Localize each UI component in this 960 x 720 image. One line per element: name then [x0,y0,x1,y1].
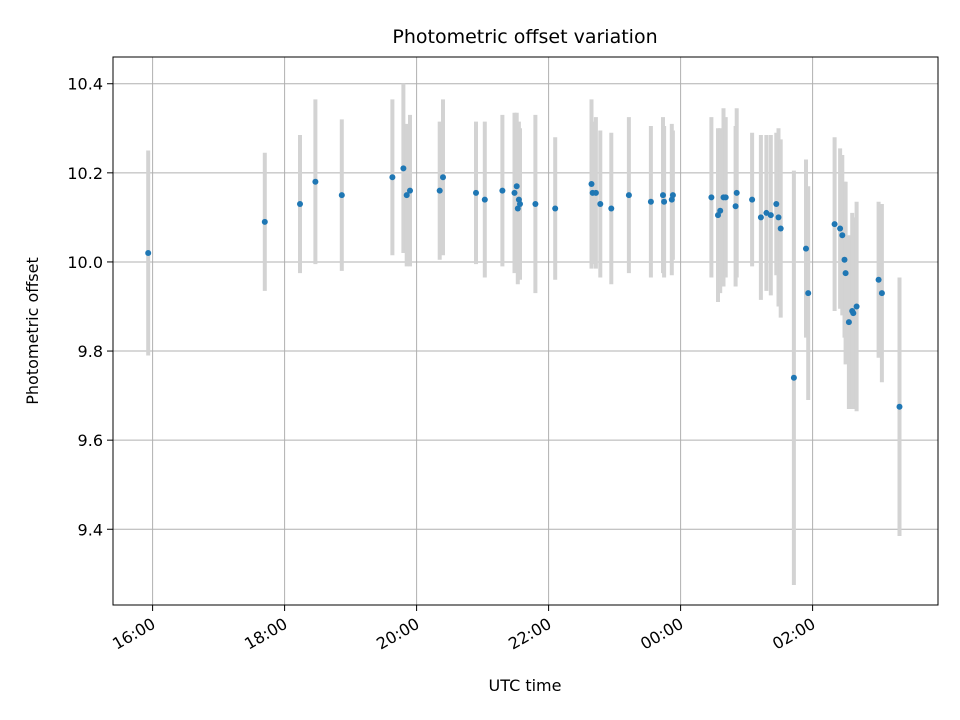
data-point [733,189,740,196]
data-point [261,218,268,225]
data-point [660,192,666,199]
data-point [552,205,559,212]
data-point [708,194,715,201]
data-points [145,165,903,410]
grid [113,57,938,605]
data-point [499,187,506,194]
data-point [767,212,774,219]
data-point [831,221,838,228]
data-point [407,187,413,194]
data-point [757,214,764,221]
y-tick-label: 9.6 [78,431,103,450]
y-tick-label: 9.4 [78,520,103,539]
data-point [597,201,604,208]
data-point [803,245,809,252]
data-point [511,189,518,196]
data-point [389,174,396,181]
data-point [473,189,479,196]
data-point [841,256,848,263]
data-point [749,196,756,203]
data-point [517,201,523,208]
plot-background [113,57,938,605]
data-point [312,178,319,185]
data-point [853,303,860,310]
data-point [773,201,780,208]
data-point [837,225,844,232]
y-axis-title: Photometric offset [23,257,42,405]
data-point [875,276,882,283]
y-tick-label: 10.4 [67,75,103,94]
data-point [845,319,852,326]
data-point [722,194,729,201]
data-point [513,183,520,190]
data-point [297,201,303,208]
data-point [592,189,599,196]
data-point [842,270,849,277]
data-point [338,192,345,199]
data-point [790,374,797,381]
data-point [440,174,446,181]
chart-title: Photometric offset variation [392,26,657,48]
data-point [532,201,539,208]
plot-frame [112,56,939,606]
data-point [669,192,676,199]
data-point [647,198,654,205]
x-axis-title: UTC time [489,676,562,695]
y-axis: 9.4 9.6 9.8 10.0 10.2 10.4 [67,75,113,539]
data-point [732,203,739,210]
data-point [588,180,595,187]
data-point [608,205,615,212]
data-point [896,403,903,410]
data-point [403,192,410,199]
data-point [775,214,782,221]
data-point [777,225,784,232]
data-point [481,196,488,203]
data-point [400,165,407,172]
data-point [514,205,521,212]
data-point [717,207,724,214]
y-tick-label: 9.8 [78,342,103,361]
y-tick-label: 10.0 [67,253,103,272]
data-point [839,232,846,239]
data-point [878,290,885,297]
data-point [436,187,443,194]
data-point [625,192,632,199]
y-tick-label: 10.2 [67,164,103,183]
data-point [145,250,152,257]
data-point [661,198,668,205]
data-point [805,290,812,297]
data-point [715,212,721,219]
data-point [850,310,857,317]
